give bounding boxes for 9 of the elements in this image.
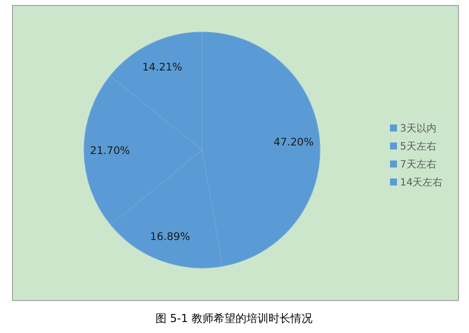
legend-label: 3天以内 — [400, 122, 436, 134]
text: 图 5-1 教师希望的培训时长情况 — [156, 312, 312, 325]
legend-label: 7天左右 — [400, 158, 436, 170]
data-label: 47.20% — [274, 136, 314, 149]
legend-label: 14天左右 — [400, 176, 443, 188]
data-label: 14.21% — [142, 62, 182, 74]
data-label: 16.89% — [150, 230, 190, 243]
data-label: 21.70% — [90, 145, 130, 158]
legend-label: 5天左右 — [400, 140, 436, 152]
